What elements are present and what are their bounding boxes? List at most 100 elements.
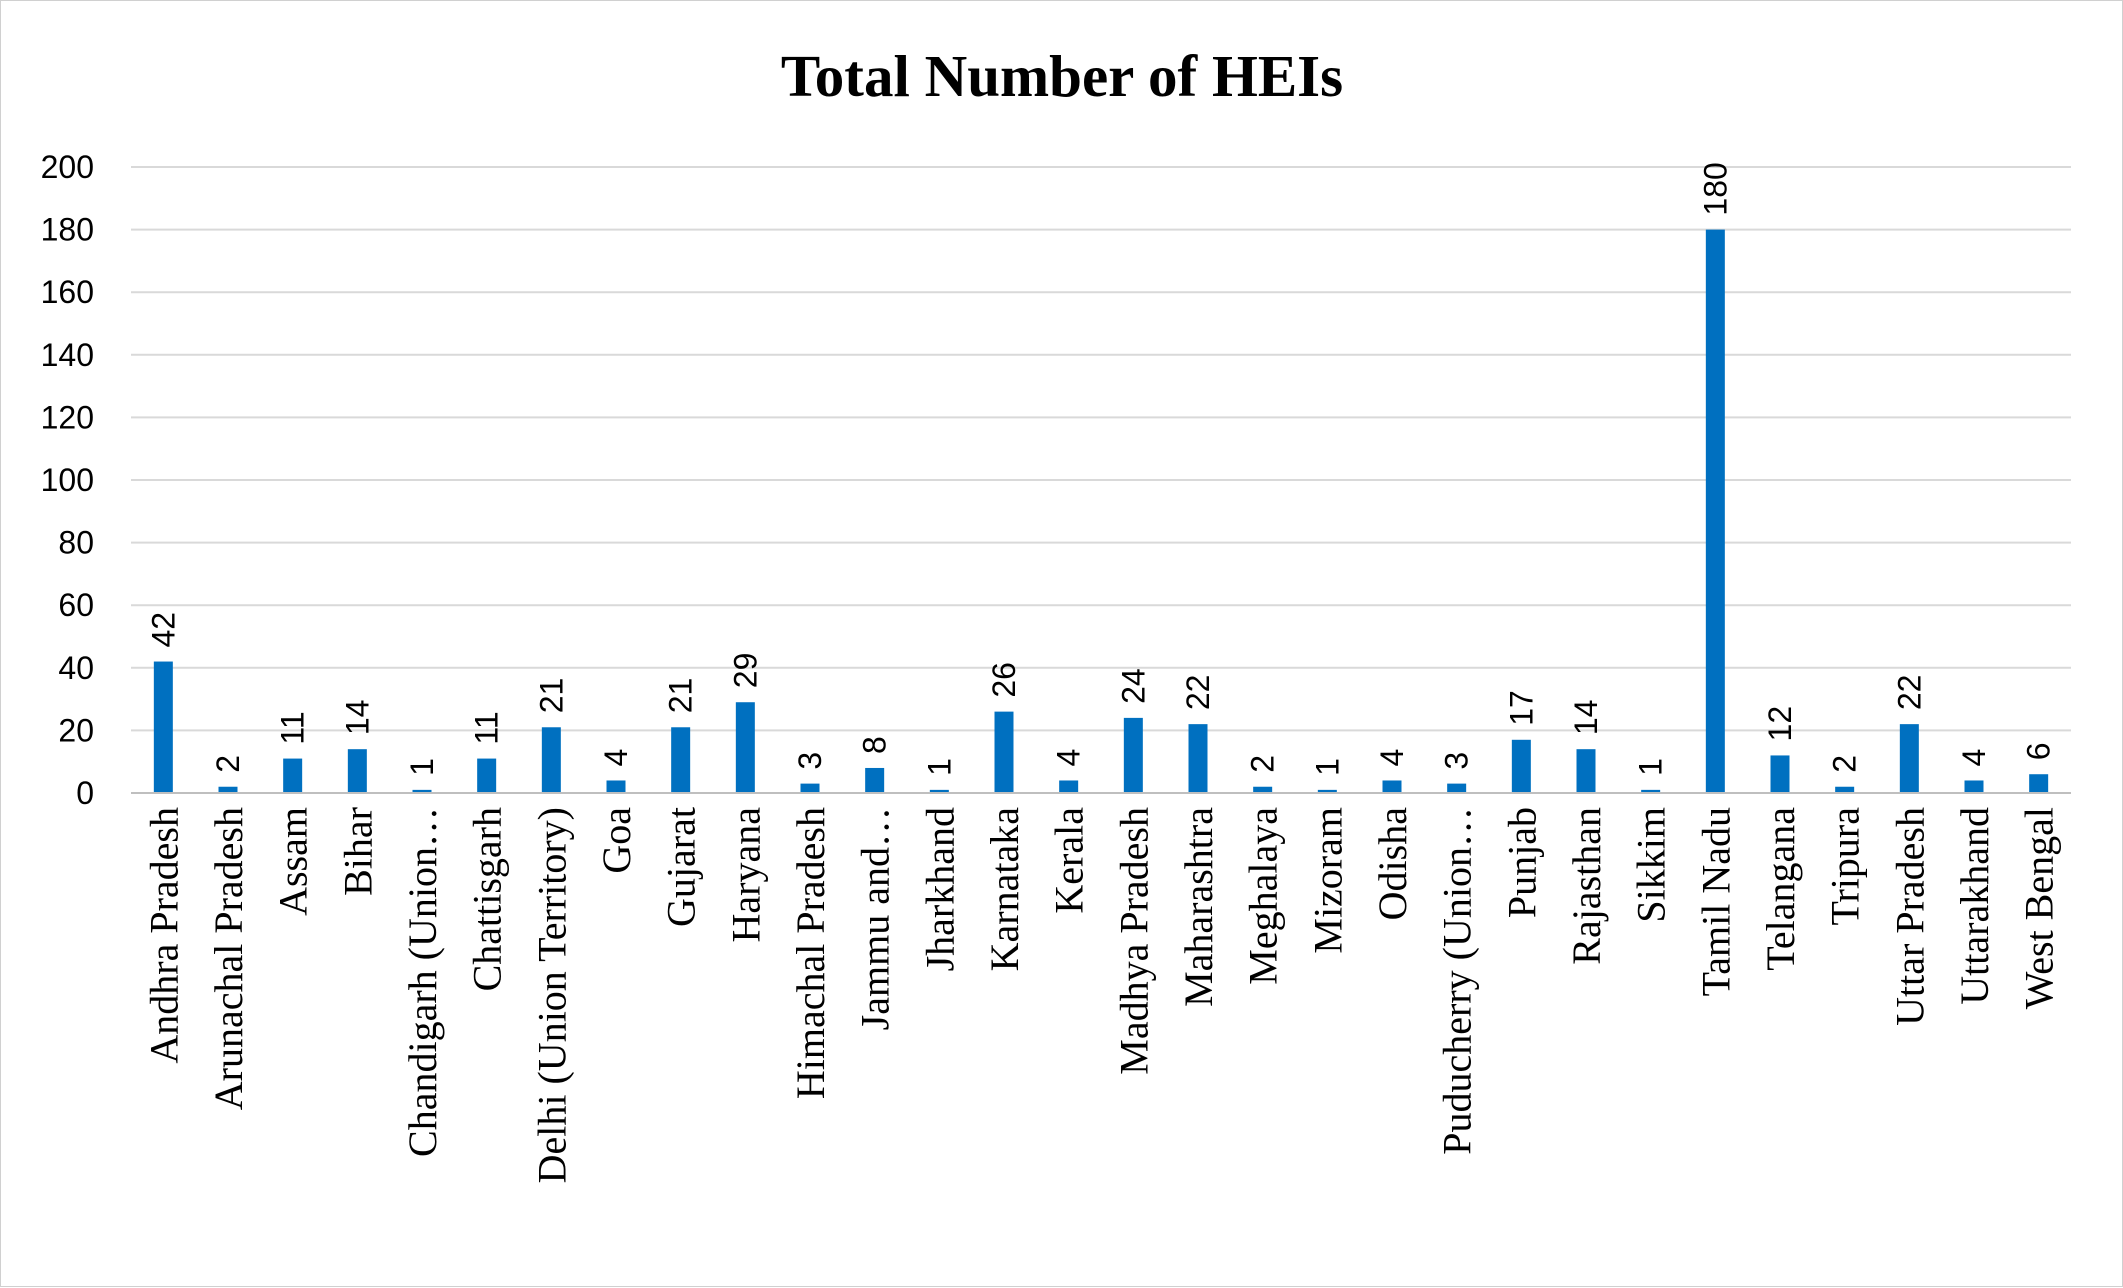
data-label: 14 — [1568, 700, 1604, 736]
data-label: 1 — [1309, 758, 1345, 776]
chart-title: Total Number of HEIs — [781, 43, 1343, 109]
data-label: 14 — [339, 700, 375, 736]
x-tick-label: Odisha — [1370, 807, 1415, 921]
data-label: 42 — [145, 612, 181, 648]
y-tick-label: 40 — [58, 650, 94, 686]
bar — [1059, 780, 1079, 793]
data-label: 2 — [1245, 755, 1281, 773]
bar — [1705, 229, 1725, 794]
gridlines — [131, 166, 2071, 732]
bar — [865, 767, 885, 793]
data-label: 3 — [792, 752, 828, 770]
data-label: 2 — [1827, 755, 1863, 773]
y-tick-label: 140 — [41, 337, 94, 373]
x-tick-label: Karnataka — [982, 807, 1027, 972]
bar — [412, 789, 432, 793]
x-tick-label: Madhya Pradesh — [1111, 807, 1156, 1075]
x-tick-label: Chattisgarh — [465, 807, 510, 991]
x-tick-label: Tripura — [1823, 807, 1868, 926]
bar — [606, 780, 626, 793]
bar — [1188, 724, 1208, 793]
x-tick-label: Bihar — [335, 807, 380, 896]
x-tick-label: Jammu and… — [853, 807, 898, 1030]
x-tick-label: Assam — [271, 807, 316, 916]
data-label: 21 — [533, 678, 569, 714]
data-label: 1 — [404, 758, 440, 776]
data-label: 1 — [1633, 758, 1669, 776]
data-label: 2 — [210, 755, 246, 773]
x-tick-label: Uttar Pradesh — [1887, 807, 1932, 1026]
data-label: 29 — [727, 653, 763, 689]
bar — [671, 727, 691, 793]
bar — [1576, 749, 1596, 793]
x-tick-label: Chandigarh (Union… — [400, 807, 445, 1157]
data-label: 17 — [1503, 690, 1539, 726]
data-label: 22 — [1891, 675, 1927, 711]
x-tick-label: Uttarakhand — [1952, 807, 1997, 1005]
bar — [735, 702, 755, 793]
x-tick-label: Kerala — [1047, 807, 1092, 914]
data-label: 11 — [275, 711, 311, 744]
bar — [1317, 789, 1337, 793]
data-label: 180 — [1697, 162, 1733, 215]
data-label: 21 — [663, 678, 699, 714]
x-tick-label: Rajasthan — [1564, 807, 1609, 965]
data-label: 1 — [921, 758, 957, 776]
y-tick-label: 160 — [41, 274, 94, 310]
y-tick-label: 20 — [58, 712, 94, 748]
x-tick-label: West Bengal — [2017, 807, 2062, 1009]
x-tick-label: Maharashtra — [1176, 807, 1221, 1007]
data-label: 3 — [1439, 752, 1475, 770]
bar — [1641, 789, 1661, 793]
bar — [1511, 739, 1531, 793]
data-label: 8 — [857, 736, 893, 754]
bar — [1253, 786, 1273, 793]
x-tick-label: Himachal Pradesh — [788, 807, 833, 1099]
x-tick-label: Punjab — [1499, 807, 1544, 918]
x-tick-label: Arunachal Pradesh — [206, 807, 251, 1110]
y-tick-label: 200 — [41, 149, 94, 185]
bar — [1382, 780, 1402, 793]
x-tick-label: Puducherry (Union… — [1435, 807, 1480, 1155]
x-tick-label: Telangana — [1758, 807, 1803, 971]
x-tick-label: Meghalaya — [1241, 807, 1286, 985]
y-tick-label: 0 — [76, 775, 94, 811]
x-tick-label: Haryana — [723, 807, 768, 943]
x-axis-ticks: Andhra Pradesh Arunachal Pradesh Assam Biha… — [141, 807, 2061, 1184]
x-tick-label: Tamil Nadu — [1693, 807, 1738, 996]
y-tick-label: 60 — [58, 587, 94, 623]
data-label: 26 — [986, 662, 1022, 698]
bar — [1447, 783, 1467, 793]
x-tick-label: Gujarat — [659, 807, 704, 927]
bar — [929, 789, 949, 793]
bar — [283, 758, 303, 793]
x-tick-label: Sikkim — [1629, 807, 1674, 923]
x-tick-label: Delhi (Union Territory) — [529, 807, 574, 1183]
x-tick-label: Goa — [594, 807, 639, 874]
bar — [347, 749, 367, 793]
x-tick-label: Jharkhand — [917, 807, 962, 971]
y-axis-ticks: 0 20 40 60 80 100 120 140 160 180 200 — [41, 149, 94, 811]
data-label: 11 — [469, 711, 505, 744]
data-label: 6 — [2021, 742, 2057, 760]
bar — [1123, 717, 1143, 793]
data-label: 24 — [1115, 668, 1151, 704]
y-tick-label: 120 — [41, 399, 94, 435]
bar — [477, 758, 497, 793]
data-label: 12 — [1762, 706, 1798, 742]
bar — [994, 711, 1014, 793]
bar — [1964, 780, 1984, 793]
data-label: 4 — [1374, 749, 1410, 767]
bar — [1835, 786, 1855, 793]
y-tick-label: 80 — [58, 525, 94, 561]
data-label: 4 — [1051, 749, 1087, 767]
y-tick-label: 180 — [41, 212, 94, 248]
bar — [1899, 724, 1919, 793]
x-tick-label: Mizoram — [1305, 807, 1350, 954]
bar — [153, 661, 173, 793]
data-label: 22 — [1180, 675, 1216, 711]
bar — [218, 786, 238, 793]
